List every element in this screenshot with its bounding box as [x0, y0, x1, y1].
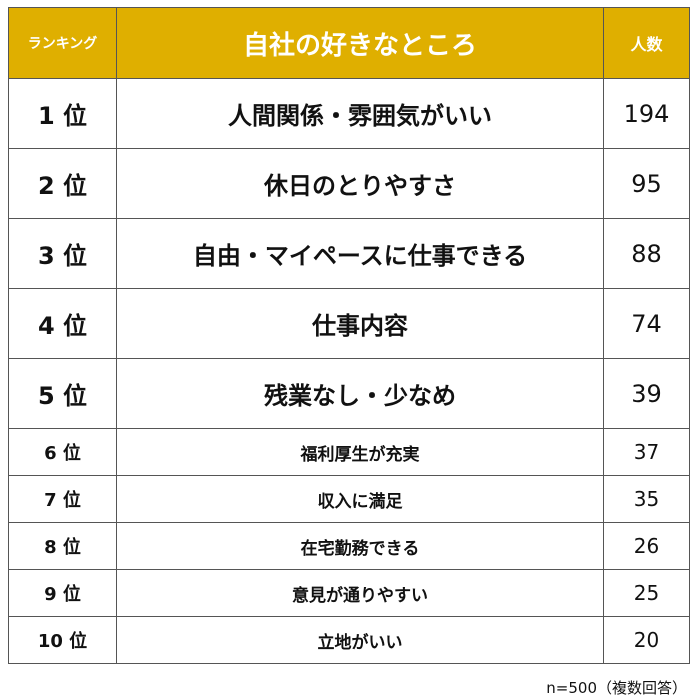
count-cell: 95	[603, 148, 690, 219]
header-rank: ランキング	[8, 7, 117, 79]
rank-cell: 7 位	[8, 475, 117, 523]
table-row: 8 位 在宅勤務できる 26	[8, 522, 690, 570]
table-row: 4 位 仕事内容 74	[8, 288, 690, 359]
table-row: 6 位 福利厚生が充実 37	[8, 428, 690, 476]
rank-cell: 1 位	[8, 78, 117, 149]
item-cell: 意見が通りやすい	[116, 569, 604, 617]
item-cell: 残業なし・少なめ	[116, 358, 604, 429]
count-cell: 39	[603, 358, 690, 429]
count-cell: 74	[603, 288, 690, 359]
table-row: 9 位 意見が通りやすい 25	[8, 569, 690, 617]
table-row: 1 位 人間関係・雰囲気がいい 194	[8, 78, 690, 149]
item-cell: 収入に満足	[116, 475, 604, 523]
count-cell: 26	[603, 522, 690, 570]
header-row: ランキング 自社の好きなところ 人数	[8, 7, 690, 79]
rank-cell: 2 位	[8, 148, 117, 219]
count-cell: 194	[603, 78, 690, 149]
rank-cell: 3 位	[8, 218, 117, 289]
count-cell: 35	[603, 475, 690, 523]
header-count: 人数	[603, 7, 690, 79]
rank-cell: 4 位	[8, 288, 117, 359]
count-cell: 20	[603, 616, 690, 664]
rank-cell: 6 位	[8, 428, 117, 476]
header-title: 自社の好きなところ	[116, 7, 604, 79]
rank-cell: 10 位	[8, 616, 117, 664]
count-cell: 37	[603, 428, 690, 476]
sample-size-note: n=500（複数回答）	[546, 679, 687, 697]
table-row: 10 位 立地がいい 20	[8, 616, 690, 664]
table-row: 7 位 収入に満足 35	[8, 475, 690, 523]
table-row: 2 位 休日のとりやすさ 95	[8, 148, 690, 219]
item-cell: 福利厚生が充実	[116, 428, 604, 476]
item-cell: 休日のとりやすさ	[116, 148, 604, 219]
count-cell: 25	[603, 569, 690, 617]
item-cell: 仕事内容	[116, 288, 604, 359]
count-cell: 88	[603, 218, 690, 289]
table-row: 5 位 残業なし・少なめ 39	[8, 358, 690, 429]
ranking-table: ランキング 自社の好きなところ 人数 1 位 人間関係・雰囲気がいい 194 2…	[8, 7, 690, 664]
table-row: 3 位 自由・マイペースに仕事できる 88	[8, 218, 690, 289]
rank-cell: 9 位	[8, 569, 117, 617]
item-cell: 在宅勤務できる	[116, 522, 604, 570]
rank-cell: 5 位	[8, 358, 117, 429]
item-cell: 人間関係・雰囲気がいい	[116, 78, 604, 149]
rank-cell: 8 位	[8, 522, 117, 570]
item-cell: 立地がいい	[116, 616, 604, 664]
item-cell: 自由・マイペースに仕事できる	[116, 218, 604, 289]
